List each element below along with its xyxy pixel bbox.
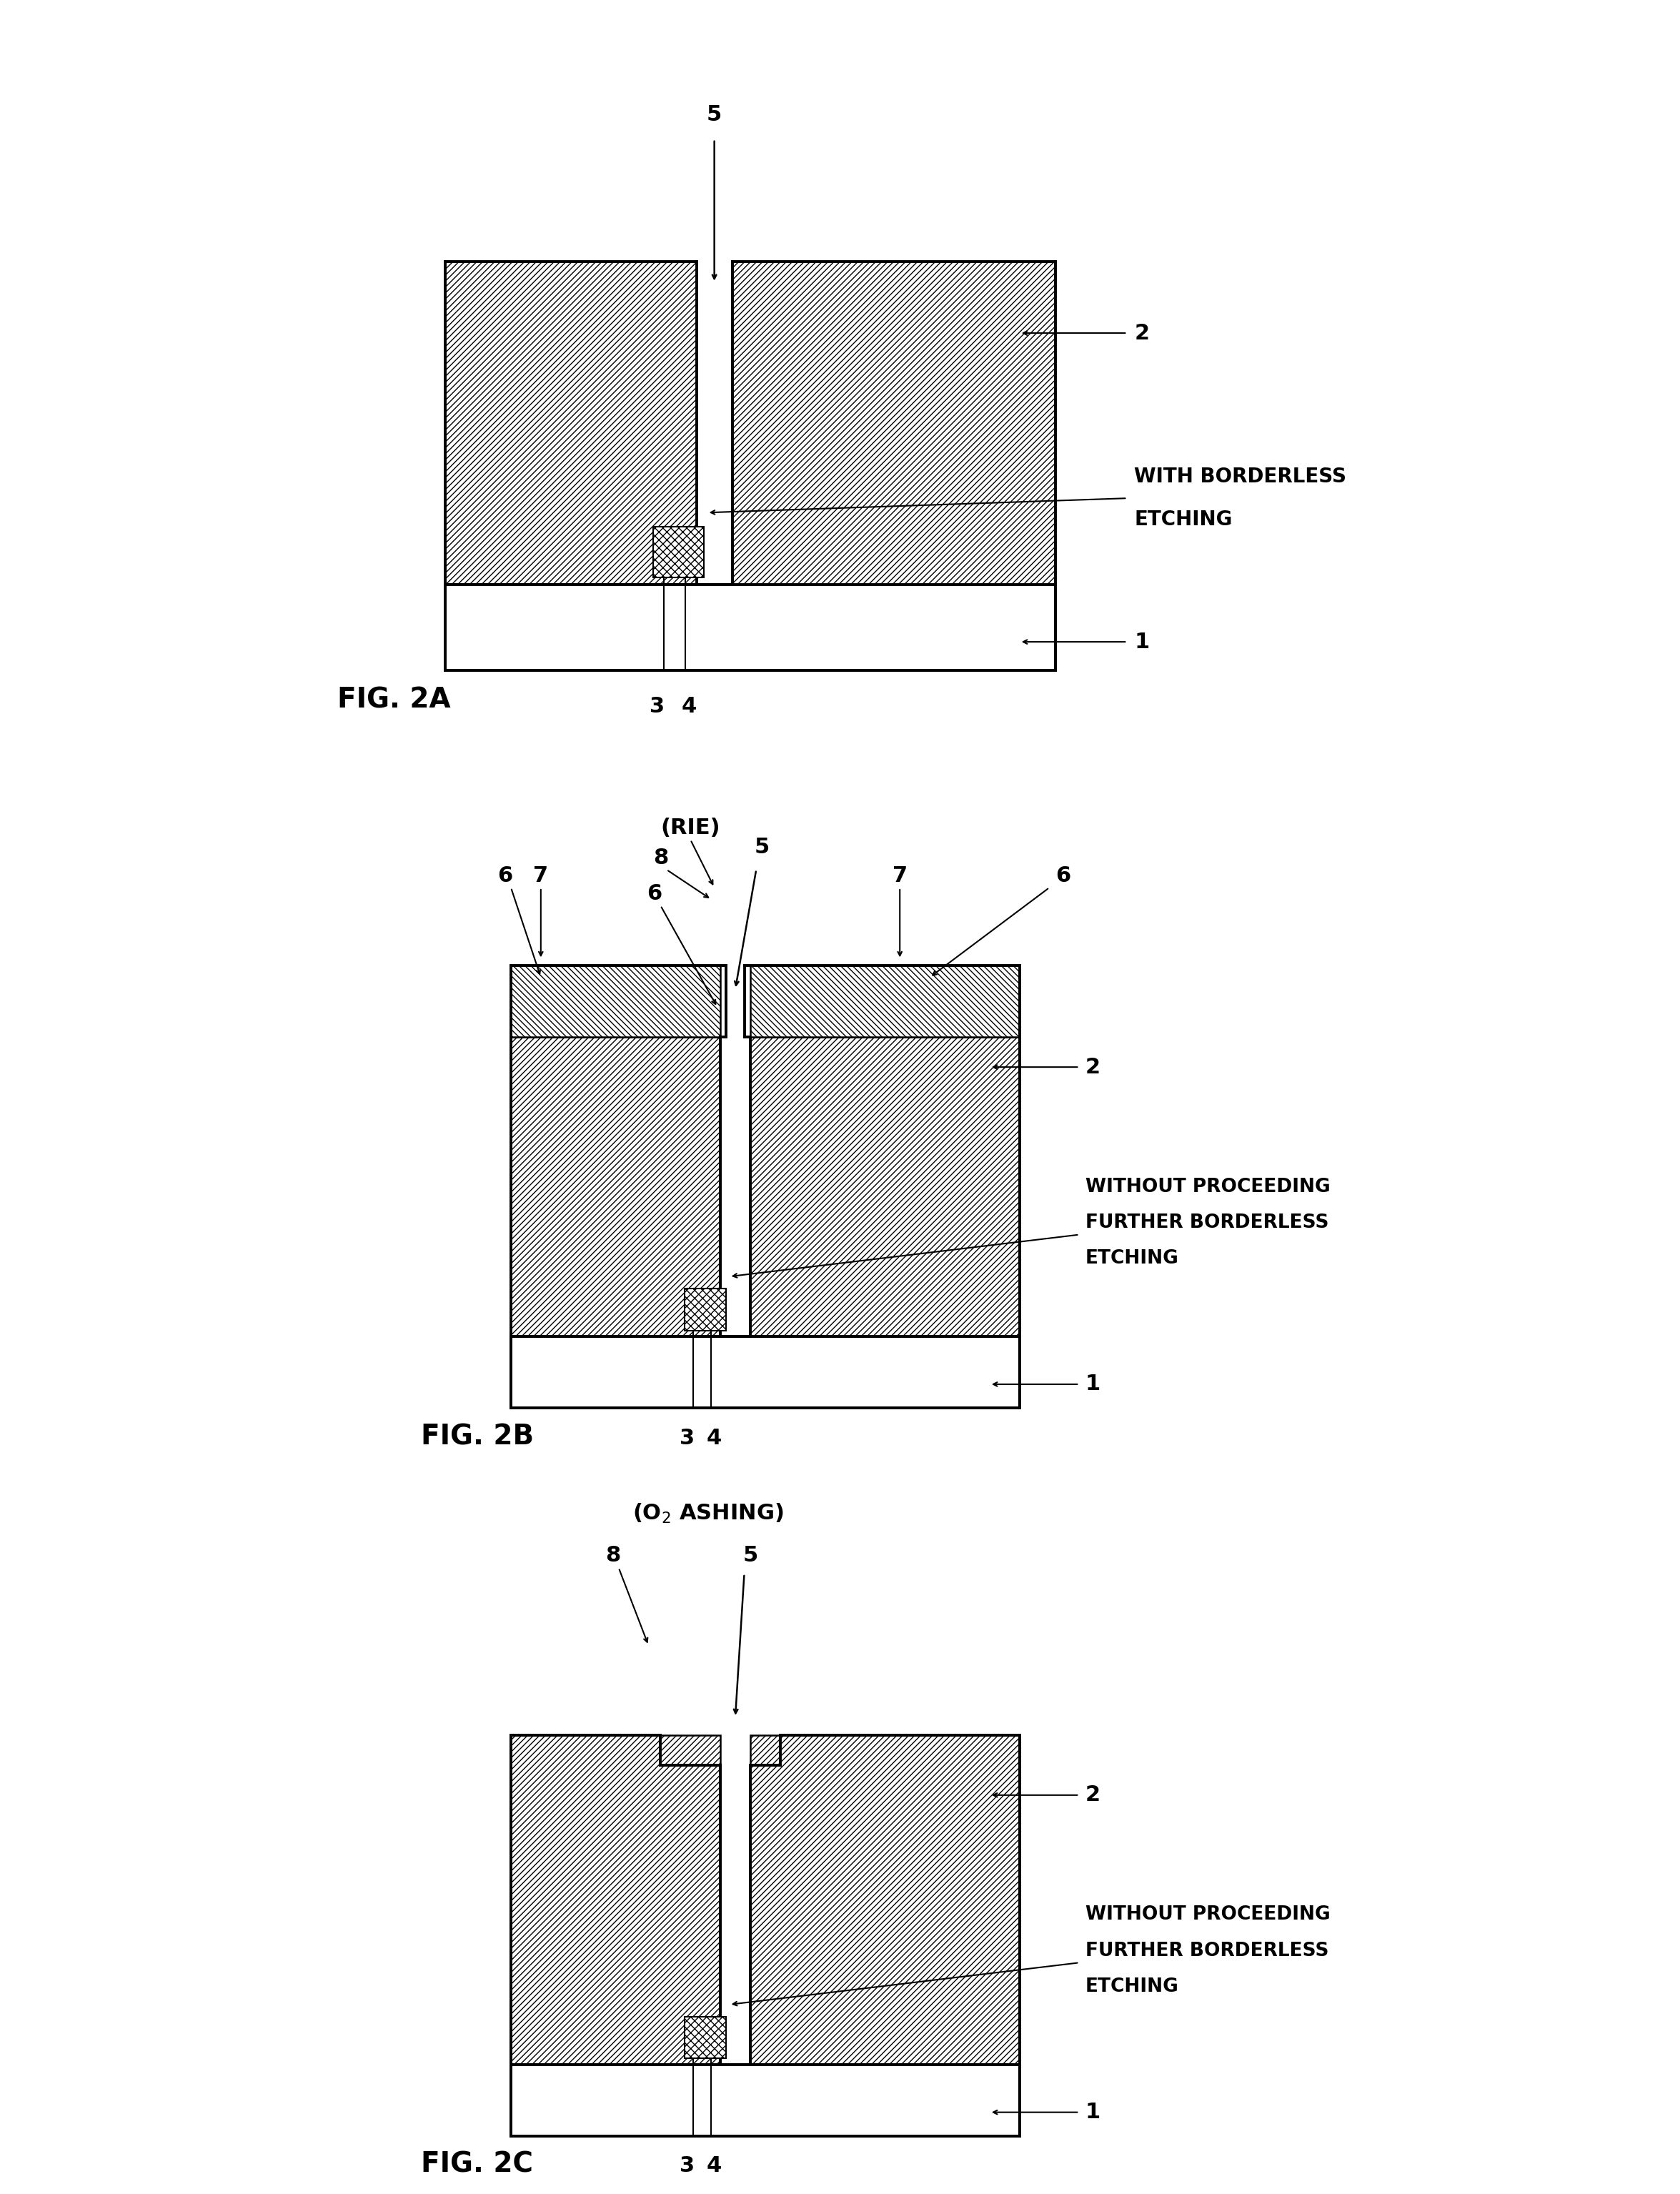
Bar [654, 527, 704, 577]
Text: FIG. 2A: FIG. 2A [338, 687, 450, 713]
Text: 5: 5 [754, 836, 769, 858]
Text: WITH BORDERLESS: WITH BORDERLESS [1134, 467, 1347, 487]
Text: (O$_2$ ASHING): (O$_2$ ASHING) [633, 1503, 785, 1525]
Bar [684, 2016, 726, 2058]
Text: 3: 3 [680, 2157, 696, 2176]
Text: ETCHING: ETCHING [1134, 509, 1233, 529]
Bar [654, 527, 704, 577]
Text: 2: 2 [1085, 1784, 1100, 1806]
Text: FIG. 2B: FIG. 2B [422, 1424, 534, 1450]
Text: 7: 7 [533, 864, 548, 886]
Text: FIG. 2C: FIG. 2C [422, 2150, 533, 2179]
Text: ETCHING: ETCHING [1085, 1977, 1179, 1997]
Text: 8: 8 [654, 847, 669, 869]
Text: 2: 2 [1134, 323, 1149, 344]
Text: FURTHER BORDERLESS: FURTHER BORDERLESS [1085, 1213, 1329, 1233]
Bar [751, 1735, 1020, 2065]
Bar [511, 965, 721, 1038]
Text: 6: 6 [647, 884, 662, 904]
Text: 6: 6 [1055, 864, 1070, 886]
Polygon shape [511, 1735, 721, 2065]
Text: 3: 3 [680, 1428, 696, 1448]
Text: WITHOUT PROCEEDING: WITHOUT PROCEEDING [1085, 1907, 1331, 1924]
Bar [511, 1735, 721, 2065]
Bar [684, 1288, 726, 1330]
Text: 2: 2 [1085, 1058, 1100, 1077]
Bar [751, 965, 1020, 1038]
Bar [732, 261, 1055, 584]
Text: ETCHING: ETCHING [1085, 1248, 1179, 1268]
Bar [511, 1038, 721, 1336]
Text: 4: 4 [707, 2157, 722, 2176]
Text: 1: 1 [1134, 632, 1149, 652]
Bar [684, 2016, 726, 2058]
Text: 5: 5 [707, 103, 722, 125]
Text: (RIE): (RIE) [660, 818, 721, 838]
Text: 1: 1 [1085, 2102, 1100, 2122]
Text: 1: 1 [1085, 1373, 1100, 1395]
Text: 4: 4 [682, 695, 697, 717]
Text: 7: 7 [892, 864, 907, 886]
Bar [445, 584, 1055, 671]
Text: FURTHER BORDERLESS: FURTHER BORDERLESS [1085, 1942, 1329, 1959]
Bar [511, 1336, 1020, 1409]
Text: 3: 3 [650, 695, 665, 717]
Polygon shape [751, 1735, 1020, 2065]
Bar [511, 2065, 1020, 2137]
Text: 4: 4 [707, 1428, 722, 1448]
Text: WITHOUT PROCEEDING: WITHOUT PROCEEDING [1085, 1178, 1331, 1196]
Text: 8: 8 [605, 1545, 620, 1567]
Text: 6: 6 [497, 864, 512, 886]
Bar [751, 1038, 1020, 1336]
Text: 5: 5 [743, 1545, 758, 1567]
Bar [445, 261, 697, 584]
Bar [684, 1288, 726, 1330]
